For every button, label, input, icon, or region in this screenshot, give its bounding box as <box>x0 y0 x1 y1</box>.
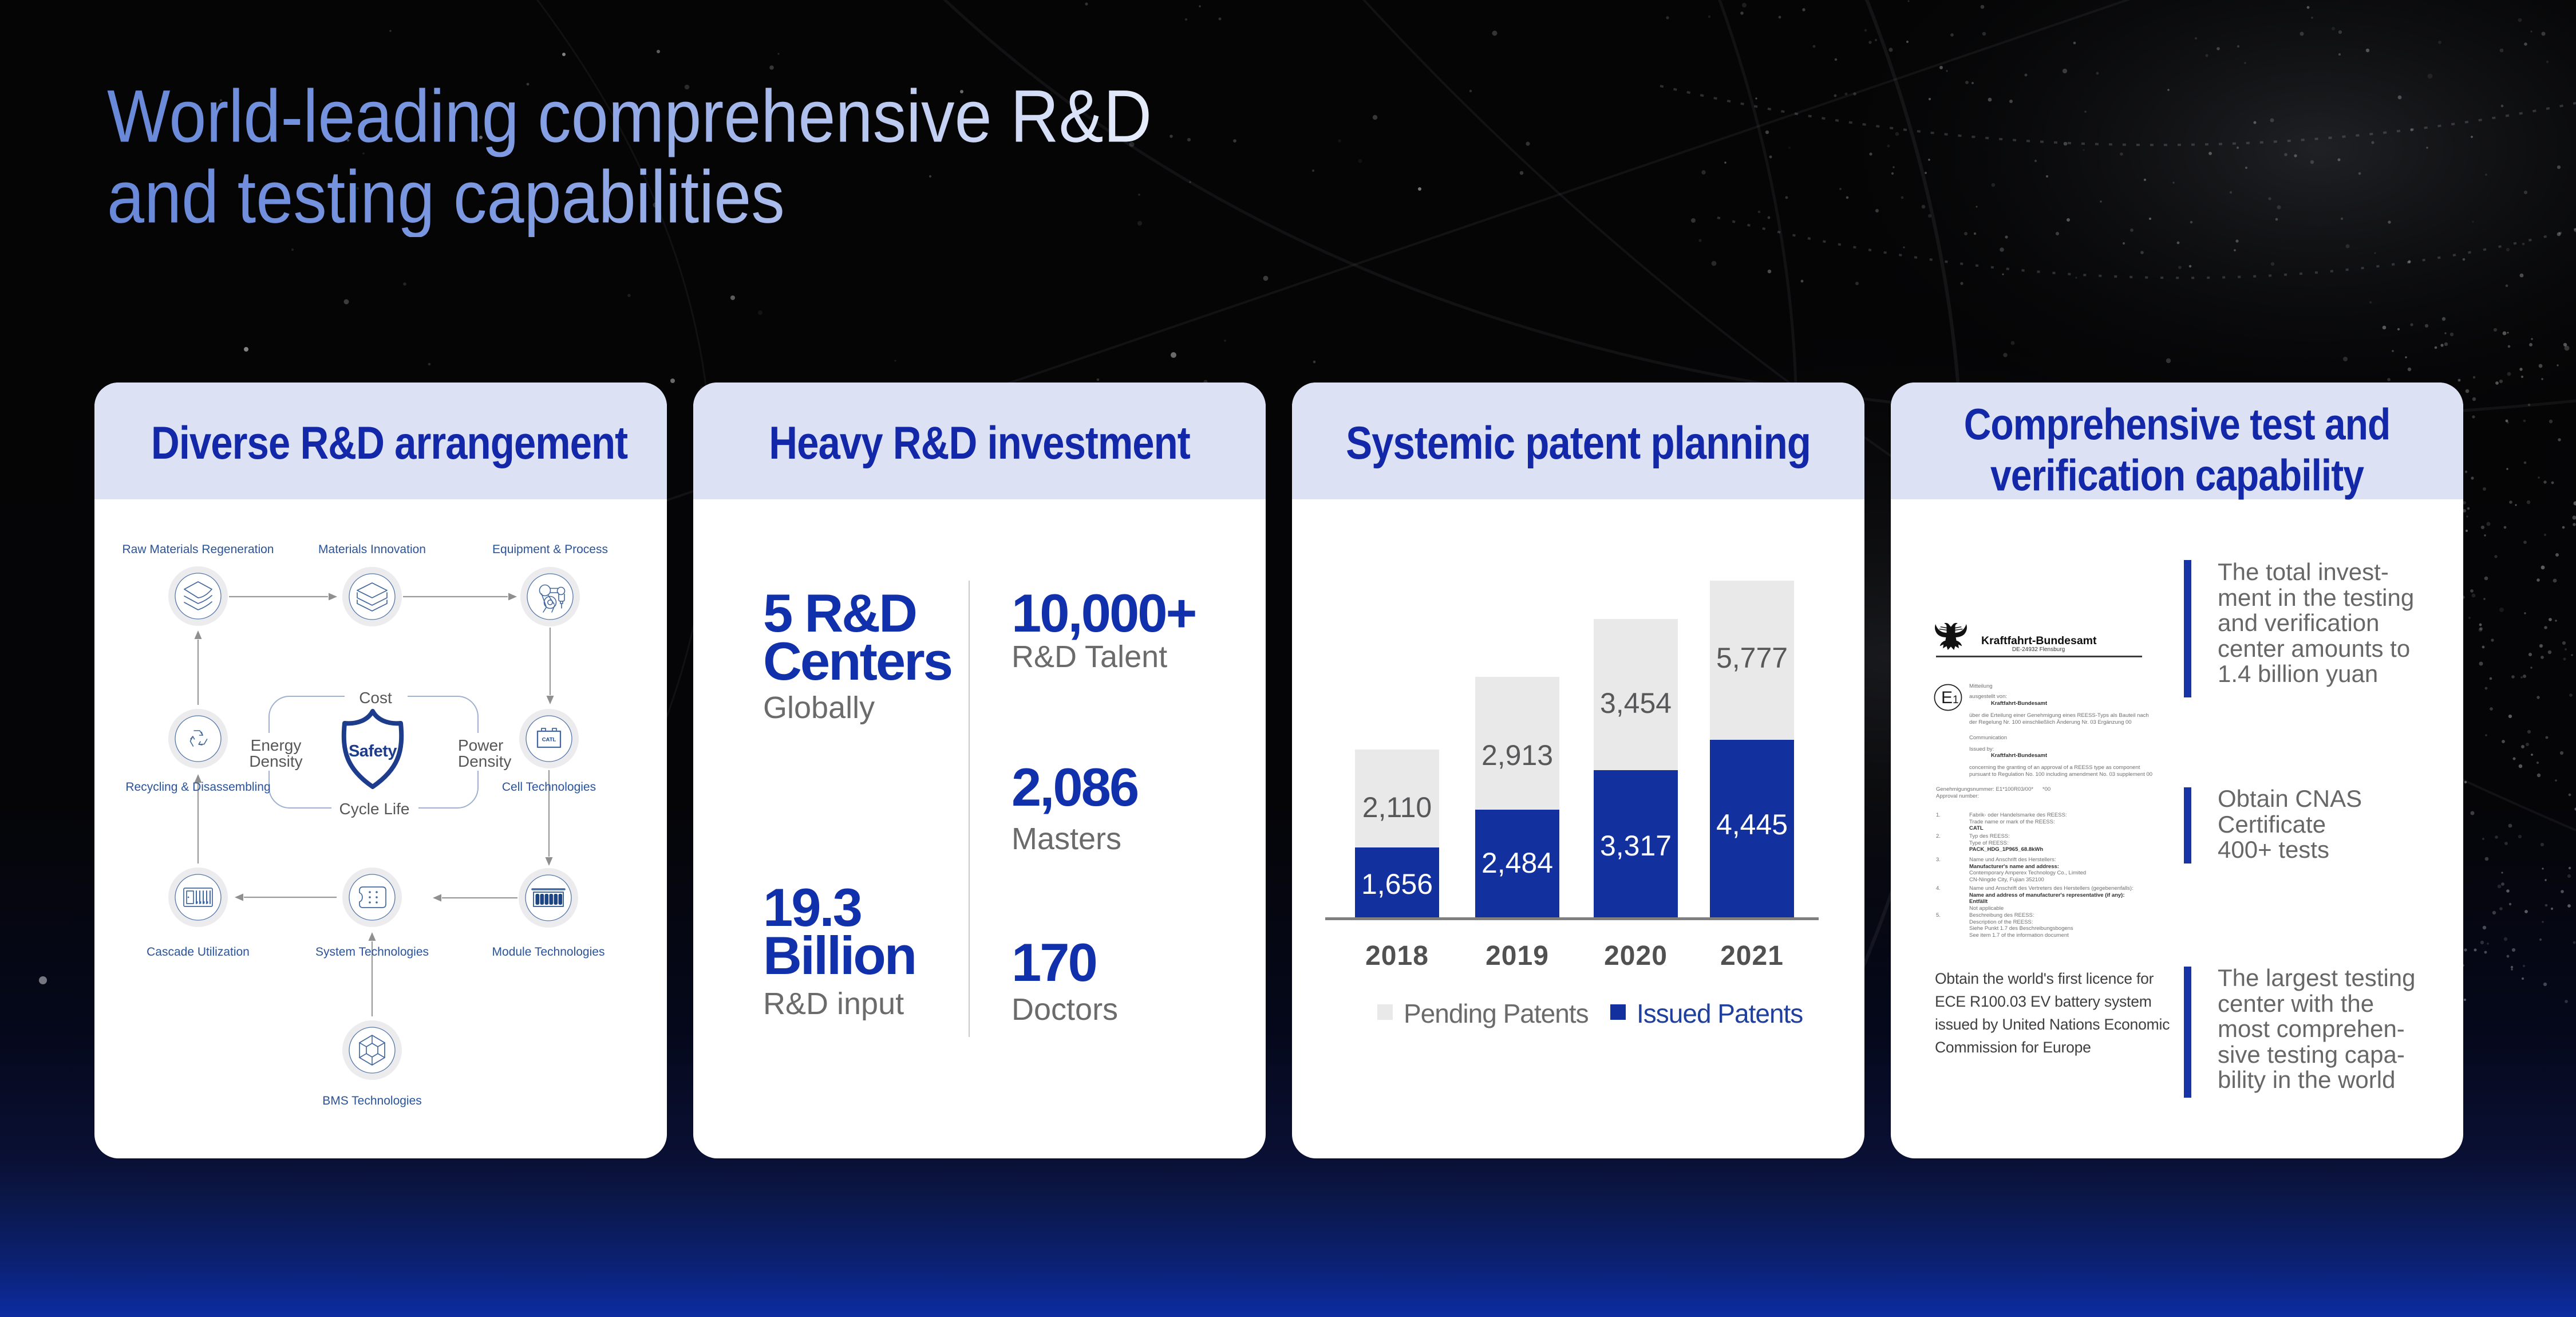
svg-text:Module Technologies: Module Technologies <box>492 945 605 959</box>
svg-text:Density: Density <box>458 752 511 770</box>
svg-text:Safety: Safety <box>349 742 397 760</box>
svg-text:1: 1 <box>1953 694 1959 706</box>
svg-text:Cascade Utilization: Cascade Utilization <box>147 945 250 959</box>
svg-text:System Technologies: System Technologies <box>315 945 429 959</box>
svg-text:CATL: CATL <box>542 737 556 743</box>
svg-text:Power: Power <box>458 736 503 754</box>
svg-text:Density: Density <box>249 752 302 770</box>
svg-text:Cost: Cost <box>359 689 392 707</box>
svg-text:E: E <box>1941 688 1953 707</box>
svg-text:BMS Technologies: BMS Technologies <box>322 1094 422 1107</box>
svg-text:Materials Innovation: Materials Innovation <box>318 543 426 556</box>
svg-text:Cycle Life: Cycle Life <box>339 800 410 818</box>
svg-text:Recycling & Disassembling: Recycling & Disassembling <box>125 780 270 794</box>
svg-text:Cell Technologies: Cell Technologies <box>502 780 596 794</box>
svg-text:Energy: Energy <box>251 736 302 754</box>
svg-text:Equipment & Process: Equipment & Process <box>492 543 608 556</box>
svg-text:Raw Materials Regeneration: Raw Materials Regeneration <box>123 543 274 556</box>
